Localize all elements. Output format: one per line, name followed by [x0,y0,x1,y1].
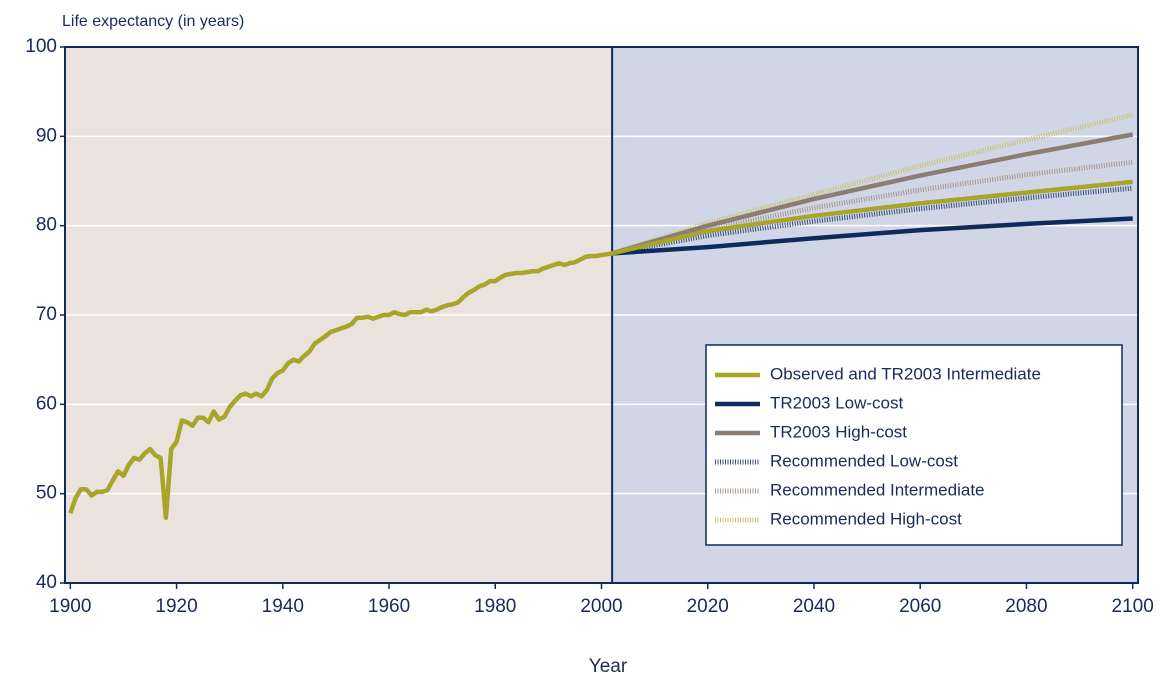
series-line [611,216,1133,256]
x-tick-label: 2040 [793,596,835,617]
x-tick-label: 1940 [262,596,304,617]
series-line [611,132,1134,256]
legend-label: TR2003 High-cost [770,422,907,441]
legend-label: Recommended Low-cost [770,451,958,470]
x-tick-label: 2060 [899,596,941,617]
series-line [611,185,1133,256]
y-axis-label: Life expectancy (in years) [62,13,244,30]
y-tick-label: 80 [36,215,57,236]
legend-label: Observed and TR2003 Intermediate [770,364,1041,383]
x-tick-label: 1920 [155,596,197,617]
series-line [611,112,1134,256]
plot-frame [64,46,1139,584]
y-tick-label: 40 [36,572,57,593]
y-tick-label: 100 [25,36,57,57]
series-line [611,159,1133,256]
x-tick-label: 1980 [474,596,516,617]
series-line [68,179,1133,521]
legend-label: Recommended High-cost [770,509,962,528]
y-tick-label: 70 [36,304,57,325]
y-tick-label: 50 [36,483,57,504]
x-tick-label: 2020 [687,596,729,617]
y-tick-label: 90 [36,125,57,146]
y-tick-label: 60 [36,393,57,414]
x-tick-label: 1900 [49,596,91,617]
legend-box [705,344,1123,546]
x-tick-label: 1960 [368,596,410,617]
x-axis-label: Year [589,656,628,677]
x-tick-label: 2100 [1112,596,1154,617]
legend-label: Recommended Intermediate [770,480,985,499]
legend-label: TR2003 Low-cost [770,393,904,412]
x-tick-label: 2000 [580,596,622,617]
x-tick-label: 2080 [1005,596,1047,617]
